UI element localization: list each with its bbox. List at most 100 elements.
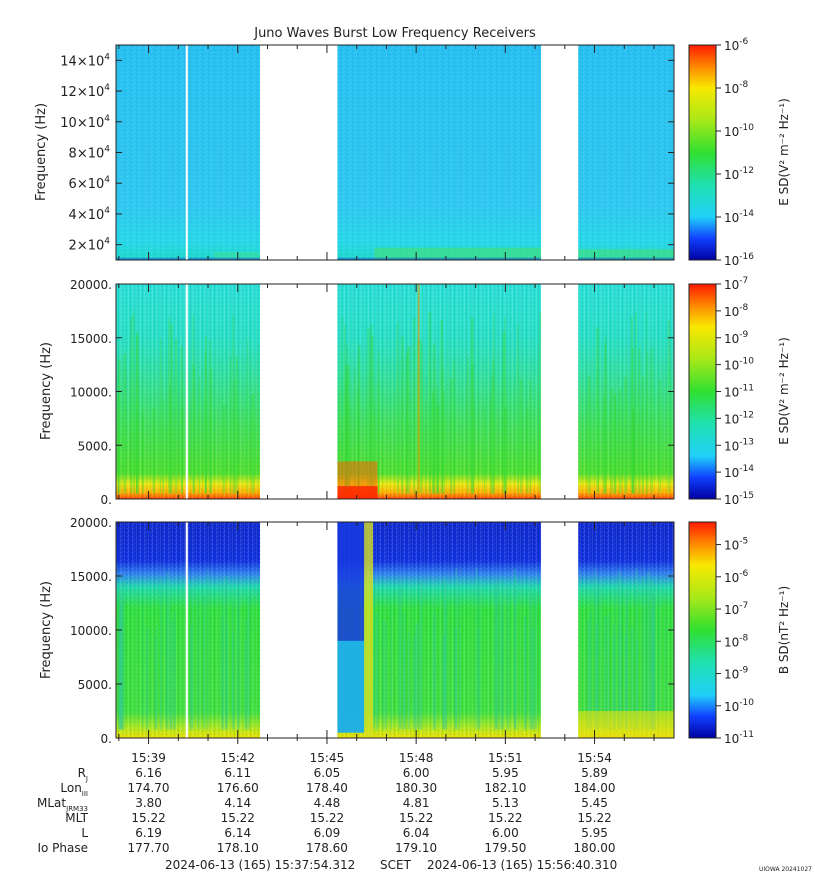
emission-streak — [473, 406, 475, 494]
emission-streak — [247, 338, 249, 494]
ephemeris-value: 182.10 — [484, 781, 526, 795]
emission-streak — [492, 359, 495, 494]
emission-streak — [495, 586, 498, 730]
emission-streak — [450, 378, 453, 494]
emission-streak — [384, 622, 387, 730]
emission-streak — [624, 634, 627, 730]
emission-streak — [236, 583, 239, 730]
emission-streak — [650, 348, 653, 494]
emission-streak — [145, 628, 149, 730]
emission-streak — [493, 313, 495, 494]
colorbar-tick-label: 10-15 — [724, 491, 754, 507]
emission-streak — [247, 596, 250, 730]
emission-streak — [121, 604, 123, 730]
ephemeris-value: 5.13 — [492, 796, 519, 810]
colorbar-tick-label: 10-7 — [724, 276, 748, 292]
colorbar-tick-label: 10-16 — [724, 252, 754, 268]
emission-streak — [406, 351, 408, 494]
emission-streak — [142, 607, 144, 730]
emission-streak — [440, 320, 443, 494]
emission-streak — [141, 411, 144, 494]
ephemeris-value: 5.45 — [581, 796, 608, 810]
emission-streak — [169, 602, 171, 730]
emission-streak — [432, 344, 436, 494]
emission-streak — [504, 317, 506, 494]
emission-streak — [154, 637, 157, 730]
emission-streak — [645, 312, 647, 494]
emission-streak — [170, 620, 174, 730]
emission-streak — [625, 589, 629, 730]
emission-streak — [638, 347, 641, 494]
ephemeris-value: 6.00 — [492, 826, 519, 840]
emission-streak — [118, 586, 122, 730]
emission-streak — [378, 349, 380, 494]
panel-3-spectrogram: 0. 5000. 10000. 15000. 20000. Frequency (Hz)… — [39, 516, 791, 746]
emission-streak — [207, 568, 209, 730]
emission-streak — [152, 408, 156, 494]
colorbar-tick-label: 10-5 — [724, 537, 748, 553]
emission-streak — [647, 352, 649, 494]
time-tick-label: 15:51 — [488, 751, 523, 765]
emission-streak — [225, 622, 228, 730]
emission-streak — [155, 626, 158, 730]
emission-streak — [524, 618, 527, 730]
emission-streak — [653, 592, 655, 730]
data-gap — [260, 284, 338, 499]
emission-streak — [513, 577, 517, 730]
emission-streak — [416, 622, 420, 730]
emission-streak — [412, 635, 416, 730]
ephemeris-value: 15.22 — [577, 811, 611, 825]
ephemeris-row-label: Io Phase — [37, 841, 88, 855]
emission-streak — [624, 377, 628, 494]
emission-streak — [506, 586, 510, 730]
emission-streak — [614, 394, 617, 494]
emission-streak — [436, 404, 440, 494]
emission-streak — [419, 340, 423, 494]
emission-streak — [162, 399, 165, 494]
emission-streak — [498, 580, 501, 730]
emission-streak — [169, 386, 171, 494]
colorbar-tick-label: 10-9 — [724, 666, 749, 682]
low-band — [213, 252, 261, 260]
emission-streak — [490, 394, 492, 494]
emission-streak — [117, 398, 120, 494]
ephemeris-value: 5.89 — [581, 766, 608, 780]
emission-streak — [617, 570, 621, 730]
emission-streak — [586, 619, 590, 730]
emission-streak — [191, 586, 194, 730]
ephemeris-table: 15:39 15:42 15:45 15:48 15:51 15:54 RJ 6.16 6.11… — [37, 751, 616, 855]
emission-streak — [635, 568, 638, 730]
emission-streak — [604, 343, 607, 494]
ephemeris-value: 6.14 — [224, 826, 251, 840]
emission-streak — [491, 376, 493, 494]
ephemeris-value: 6.00 — [403, 766, 430, 780]
emission-streak — [443, 576, 445, 730]
emission-streak — [341, 316, 343, 494]
ephemeris-value: 6.04 — [403, 826, 430, 840]
colorbar-tick-label: 10-6 — [724, 569, 749, 585]
data-gap — [185, 284, 188, 499]
emission-streak — [118, 607, 122, 730]
footer-end-time: 2024-06-13 (165) 15:56:40.310 — [427, 858, 617, 872]
emission-streak — [345, 365, 348, 494]
emission-streak — [136, 331, 139, 494]
emission-streak — [517, 325, 519, 494]
panel-2-noise — [116, 284, 674, 499]
emission-streak — [530, 593, 533, 730]
emission-streak — [523, 615, 527, 730]
emission-streak — [433, 614, 437, 730]
ephemeris-value: 3.80 — [135, 796, 162, 810]
emission-streak — [166, 572, 169, 730]
emission-streak — [467, 357, 469, 494]
emission-streak — [245, 617, 248, 730]
data-gap — [260, 522, 338, 738]
emission-streak — [642, 576, 645, 730]
data-gap — [541, 45, 579, 260]
emission-streak — [658, 597, 660, 730]
ephemeris-value: 15.22 — [221, 811, 255, 825]
emission-streak — [665, 614, 667, 730]
low-yellow-band — [578, 711, 674, 738]
emission-streak — [470, 317, 474, 494]
emission-streak — [209, 339, 211, 494]
